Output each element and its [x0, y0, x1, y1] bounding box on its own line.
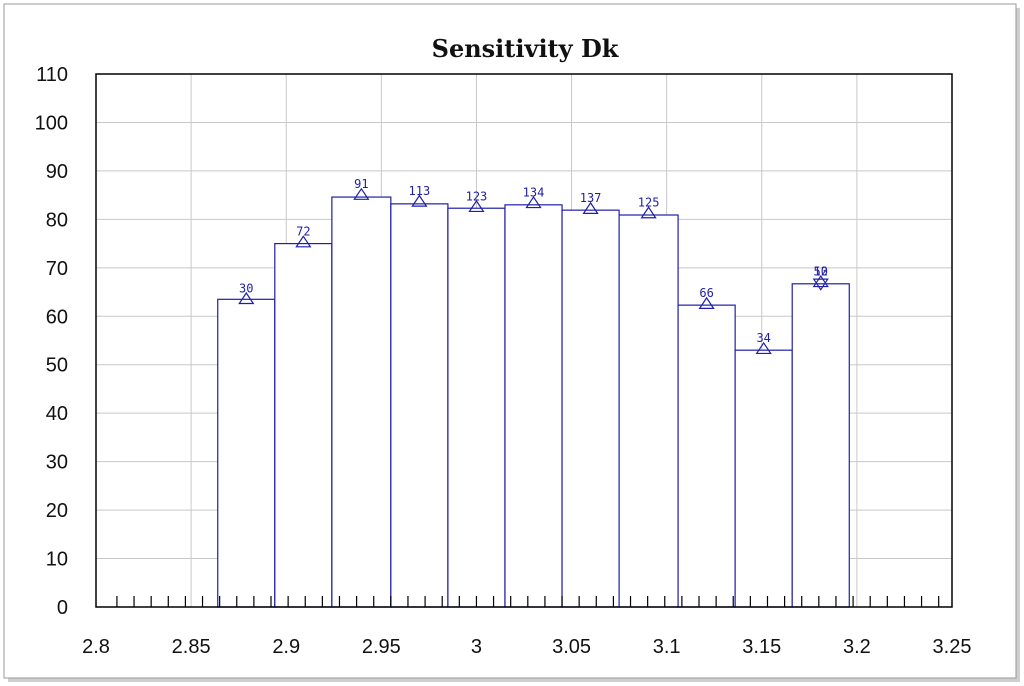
bin-marker-triangle	[755, 341, 772, 355]
y-tick-label: 80	[46, 209, 68, 231]
bin-count-label: 123	[466, 189, 488, 203]
bin-marker-triangle	[640, 206, 657, 219]
x-tick-label: 3.15	[742, 636, 781, 658]
bin-count-label: 12	[814, 264, 828, 278]
bin-count-label: 137	[580, 191, 602, 205]
histogram-bar	[274, 242, 333, 608]
x-tick-label: 2.85	[172, 636, 211, 658]
bin-count-label: 30	[239, 281, 253, 295]
bar-layer	[217, 196, 850, 608]
bin-marker-triangle	[238, 291, 255, 305]
bin-marker-triangle	[525, 195, 542, 209]
tick-label-layer: 0 10 20 30 40 50 60 70 80 90 100 110 2.8 2.85 2.9 2.95 3…	[35, 64, 972, 658]
bin-count-label-overlay: 50	[814, 264, 828, 278]
histogram-bar	[677, 304, 736, 608]
bin-count-label: 113	[409, 184, 431, 198]
chart-title: Sensitivity Dk	[432, 34, 620, 63]
histogram-bar	[447, 207, 506, 608]
bin-count-label: 66	[699, 286, 713, 300]
bin-count-label: 125	[638, 196, 660, 210]
histogram-bar	[390, 203, 449, 608]
bin-count-label: 34	[756, 331, 770, 345]
histogram-bar	[561, 209, 620, 608]
histogram-bar	[791, 283, 850, 608]
bin-marker-triangle	[582, 201, 599, 214]
x-tick-label: 2.95	[362, 636, 401, 658]
bin-marker-triangle	[353, 187, 370, 200]
histogram-bar	[618, 214, 679, 608]
bin-marker-triangle	[698, 296, 715, 309]
axis-layer	[95, 73, 953, 608]
y-tick-label: 110	[36, 64, 68, 86]
bin-count-label: 91	[354, 177, 368, 191]
bin-marker-triangle	[812, 274, 829, 288]
x-tick-label: 3.05	[552, 636, 591, 658]
histogram-bar	[217, 298, 276, 608]
y-tick-label: 60	[46, 306, 68, 328]
x-tick-label: 3.2	[843, 636, 871, 658]
bin-marker-triangle	[411, 194, 428, 207]
y-tick-label: 20	[46, 500, 68, 522]
histogram-bar	[734, 349, 793, 608]
plot-border	[95, 73, 953, 608]
x-tick-label: 2.8	[82, 636, 110, 658]
y-tick-label: 30	[46, 452, 68, 474]
y-tick-label: 50	[46, 355, 68, 377]
bin-marker-triangle	[468, 199, 485, 213]
histogram-bar	[504, 204, 563, 608]
y-tick-label: 90	[46, 161, 68, 183]
bin-count-label: 72	[296, 225, 310, 239]
x-tick-label: 2.9	[272, 636, 300, 658]
x-tick-label: 3.1	[653, 636, 681, 658]
y-tick-label: 70	[46, 258, 68, 280]
y-tick-label: 0	[57, 597, 68, 619]
y-tick-label: 40	[46, 403, 68, 425]
histogram-bar	[331, 196, 392, 608]
x-tick-label: 3.25	[933, 636, 972, 658]
y-tick-label: 10	[46, 549, 68, 571]
y-tick-label: 100	[35, 112, 68, 134]
bin-marker-triangle-down	[812, 278, 829, 291]
bin-marker-triangle	[295, 235, 312, 248]
x-tick-label: 3	[471, 636, 482, 658]
bin-count-label: 134	[523, 185, 545, 199]
